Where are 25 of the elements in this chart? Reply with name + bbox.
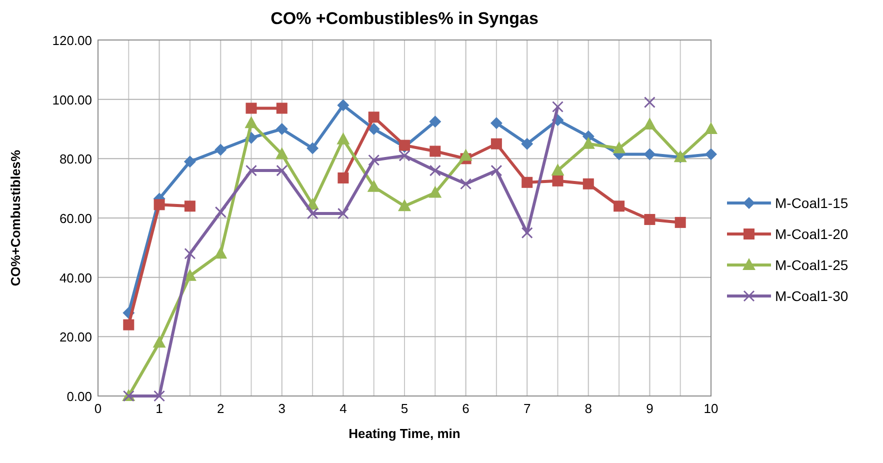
x-axis-title: Heating Time, min xyxy=(348,426,460,441)
x-tick-label: 0 xyxy=(94,401,102,416)
y-axis-title: CO%+Combustibles% xyxy=(8,149,23,286)
y-tick-label: 60.00 xyxy=(59,211,92,226)
x-tick-label: 2 xyxy=(216,401,224,416)
x-tick-label: 3 xyxy=(278,401,286,416)
y-tick-label: 0.00 xyxy=(66,389,92,404)
legend-label: M-Coal1-15 xyxy=(775,195,848,211)
legend-label: M-Coal1-30 xyxy=(775,288,848,304)
y-tick-label: 80.00 xyxy=(59,152,92,167)
x-tick-label: 9 xyxy=(646,401,654,416)
legend-label: M-Coal1-25 xyxy=(775,257,848,273)
x-tick-label: 8 xyxy=(584,401,592,416)
x-tick-label: 6 xyxy=(462,401,470,416)
y-tick-label: 40.00 xyxy=(59,270,92,286)
y-tick-label: 20.00 xyxy=(59,330,92,345)
x-tick-label: 7 xyxy=(523,401,531,416)
x-tick-label: 5 xyxy=(400,401,408,416)
y-tick-label: 120.00 xyxy=(52,33,92,48)
x-tick-label: 10 xyxy=(704,401,718,416)
chart-title: CO% +Combustibles% in Syngas xyxy=(270,9,538,28)
x-tick-label: 1 xyxy=(156,401,163,416)
legend-label: M-Coal1-20 xyxy=(775,226,848,242)
y-tick-label: 100.00 xyxy=(52,92,92,108)
x-tick-label: 4 xyxy=(340,401,347,416)
